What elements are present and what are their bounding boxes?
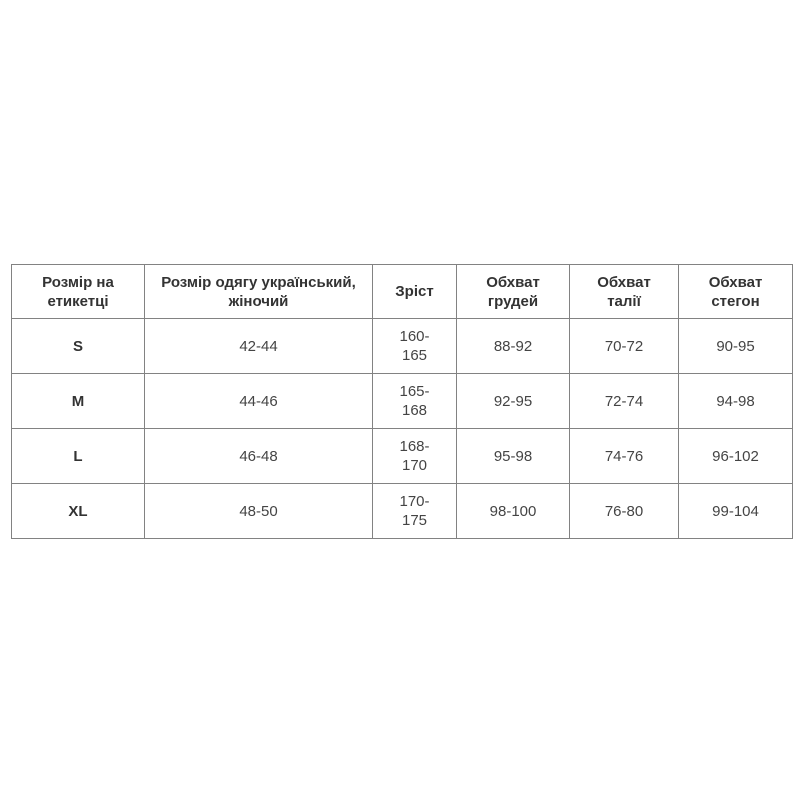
cell-waist: 70-72 [569, 318, 679, 374]
table-row-xl: XL 48-50 170- 175 98-100 76-80 99-104 [11, 483, 793, 539]
cell-height: 170- 175 [372, 483, 457, 539]
cell-height: 165- 168 [372, 373, 457, 429]
column-header-chest: Обхват грудей [456, 264, 570, 319]
cell-hips: 94-98 [678, 373, 793, 429]
cell-size-label: XL [11, 483, 145, 539]
cell-waist: 76-80 [569, 483, 679, 539]
cell-hips: 90-95 [678, 318, 793, 374]
table-row-s: S 42-44 160- 165 88-92 70-72 90-95 [11, 318, 793, 374]
cell-chest: 95-98 [456, 428, 570, 484]
cell-ua-size: 46-48 [144, 428, 373, 484]
cell-size-label: M [11, 373, 145, 429]
cell-chest: 92-95 [456, 373, 570, 429]
column-header-ua-size: Розмір одягу український, жіночий [144, 264, 373, 319]
table-row-l: L 46-48 168- 170 95-98 74-76 96-102 [11, 428, 793, 484]
column-header-waist: Обхват талії [569, 264, 679, 319]
header-row: Розмір на етикетці Розмір одягу українсь… [11, 264, 793, 319]
cell-waist: 72-74 [569, 373, 679, 429]
cell-chest: 88-92 [456, 318, 570, 374]
table-row-m: M 44-46 165- 168 92-95 72-74 94-98 [11, 373, 793, 429]
cell-ua-size: 44-46 [144, 373, 373, 429]
cell-height: 160- 165 [372, 318, 457, 374]
cell-waist: 74-76 [569, 428, 679, 484]
cell-size-label: L [11, 428, 145, 484]
cell-height: 168- 170 [372, 428, 457, 484]
cell-hips: 96-102 [678, 428, 793, 484]
column-header-hips: Обхват стегон [678, 264, 793, 319]
cell-hips: 99-104 [678, 483, 793, 539]
cell-ua-size: 42-44 [144, 318, 373, 374]
cell-size-label: S [11, 318, 145, 374]
cell-ua-size: 48-50 [144, 483, 373, 539]
cell-chest: 98-100 [456, 483, 570, 539]
column-header-label-size: Розмір на етикетці [11, 264, 145, 319]
column-header-height: Зріст [372, 264, 457, 319]
size-chart-table: Розмір на етикетці Розмір одягу українсь… [11, 264, 793, 539]
